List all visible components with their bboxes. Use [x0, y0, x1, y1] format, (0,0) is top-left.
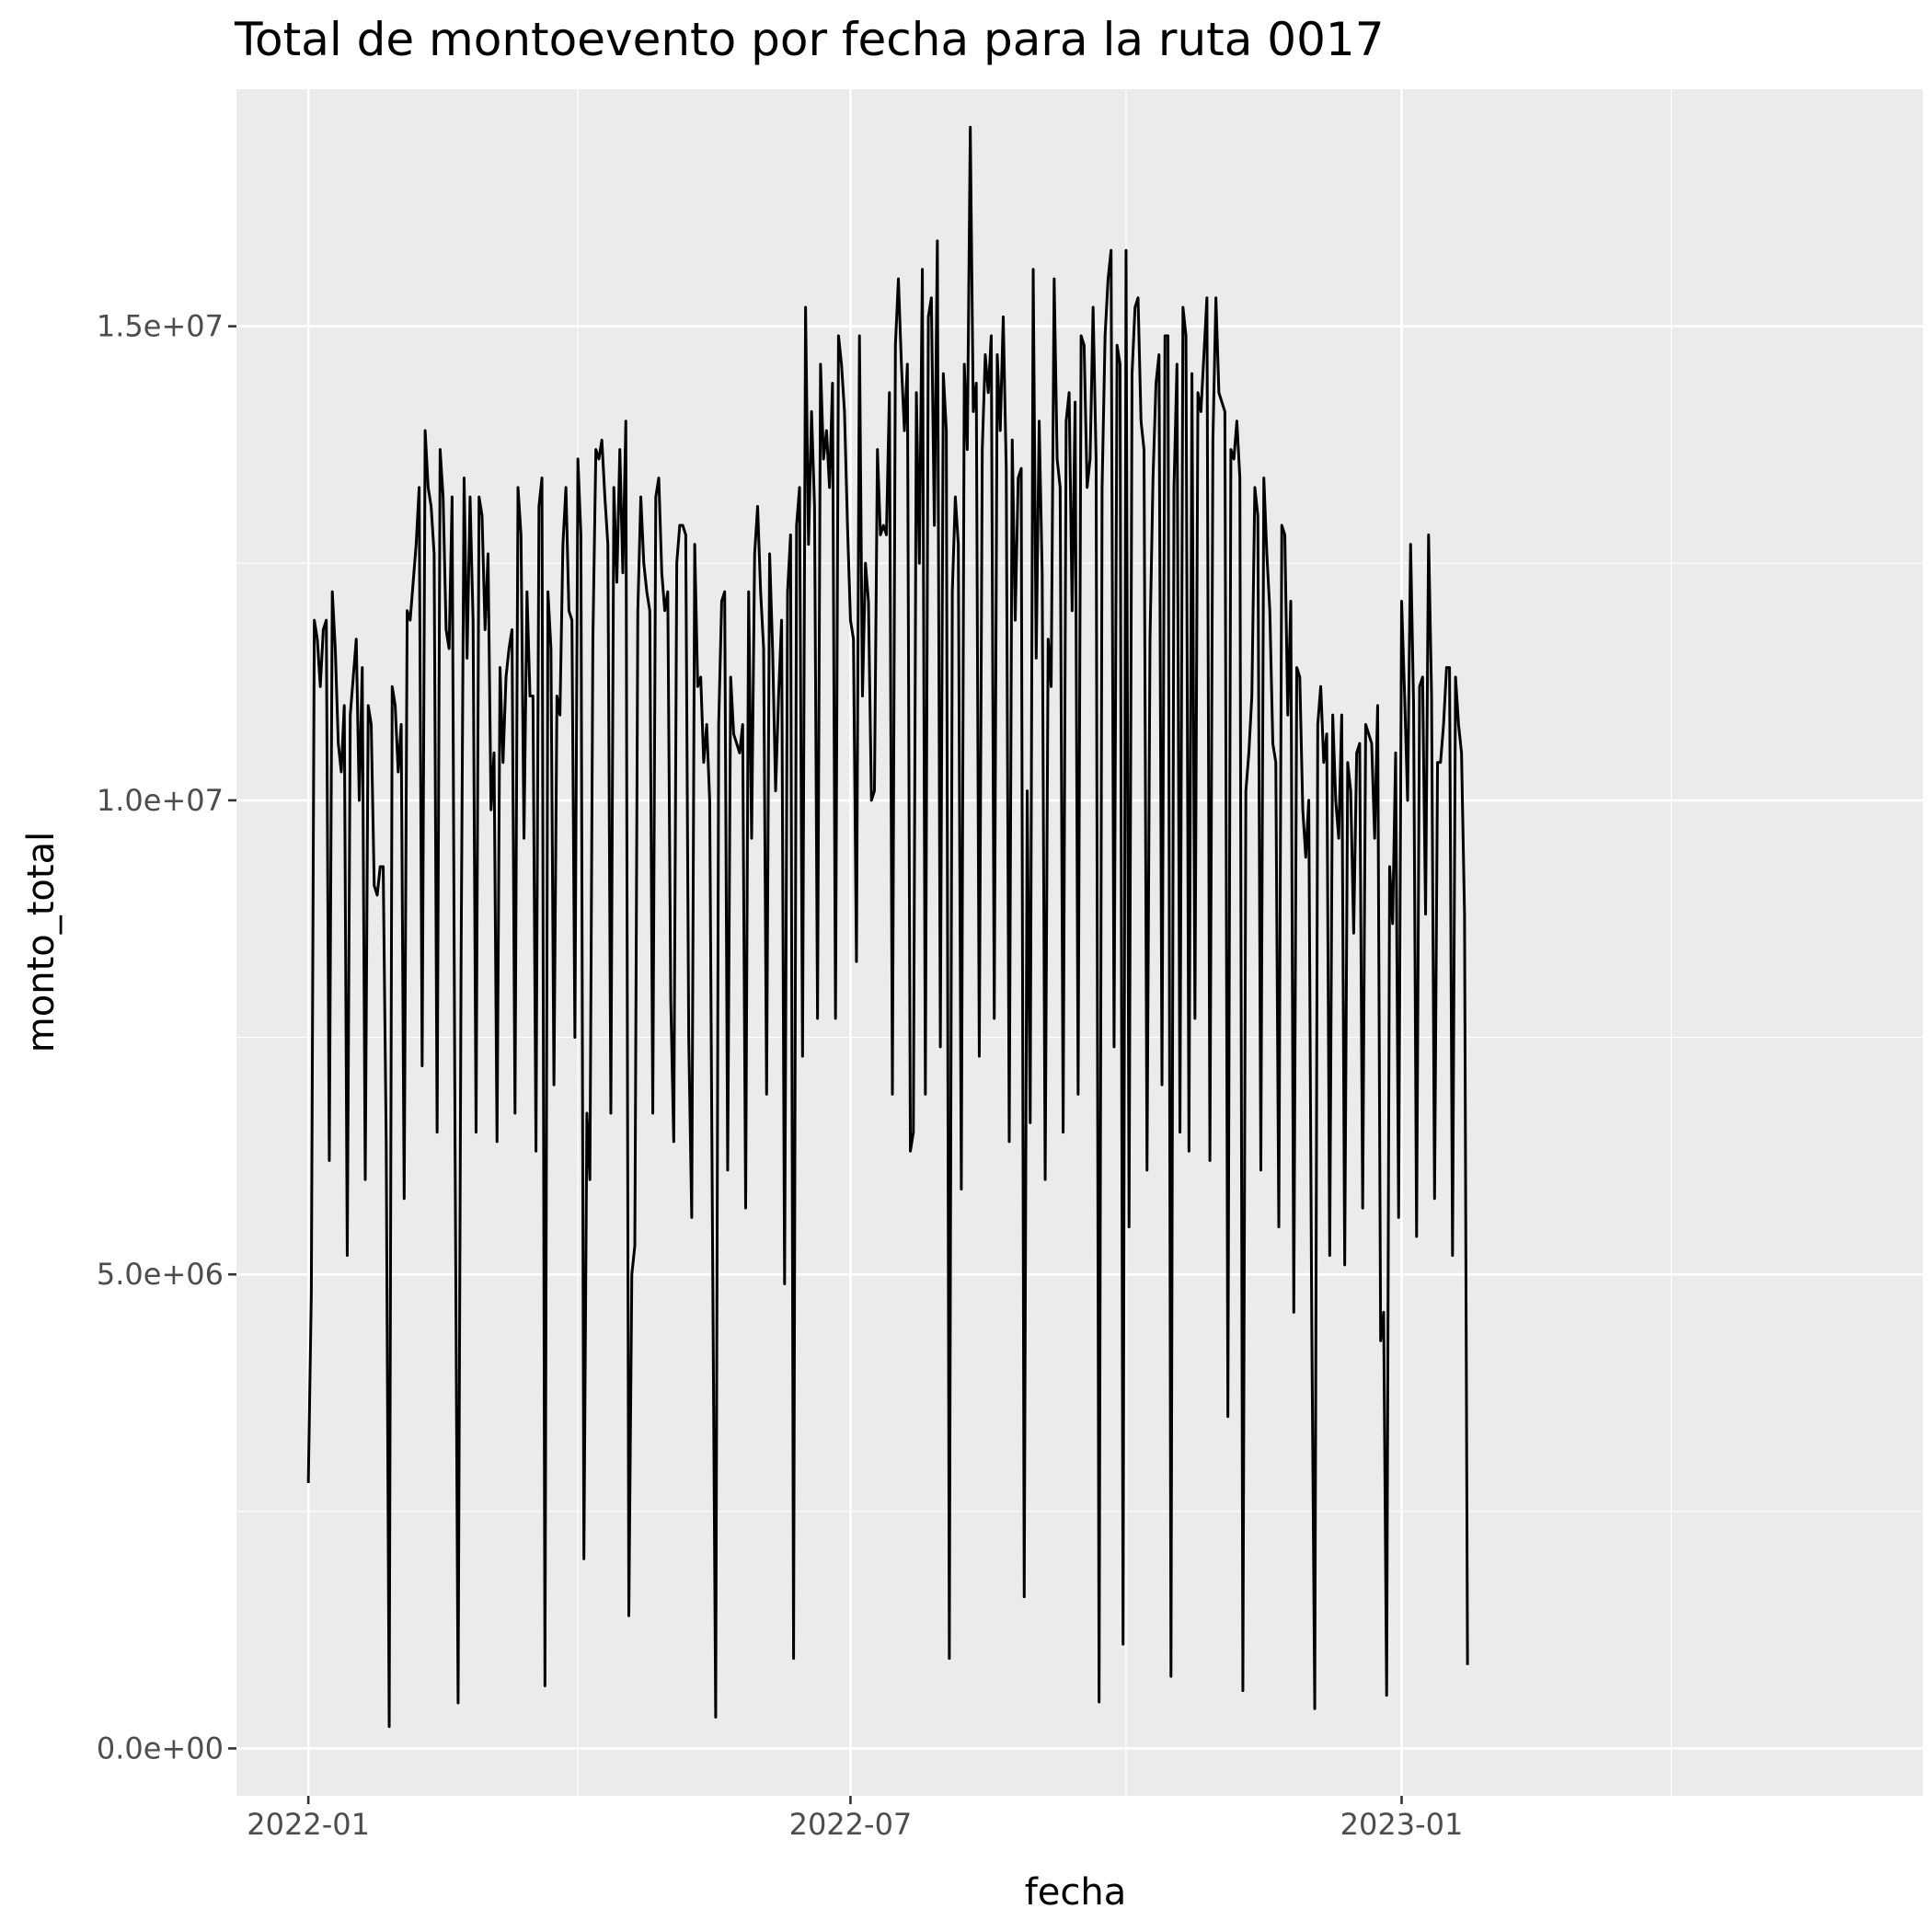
x-tick-label: 2022-07: [789, 1807, 913, 1842]
y-tick-label: 1.5e+07: [97, 309, 224, 344]
y-tick-label: 1.0e+07: [97, 783, 224, 818]
y-tick-label: 5.0e+06: [97, 1257, 224, 1292]
series-layer: [306, 125, 1469, 1729]
x-axis: 2022-01 2022-07 2023-01: [247, 1796, 1463, 1842]
x-axis-title: fecha: [1025, 1871, 1127, 1914]
x-tick-label: 2022-01: [247, 1807, 370, 1842]
major-gridlines: [236, 89, 1923, 1796]
y-tick-label: 0.0e+00: [97, 1731, 224, 1765]
y-axis-title: monto_total: [20, 832, 63, 1052]
y-axis: 0.0e+00 5.0e+06 1.0e+07 1.5e+07: [97, 309, 236, 1765]
x-tick-label: 2023-01: [1340, 1807, 1464, 1842]
chart-title: Total de montoevento por fecha para la r…: [234, 13, 1385, 66]
series-line-monto_total: [306, 125, 1469, 1729]
